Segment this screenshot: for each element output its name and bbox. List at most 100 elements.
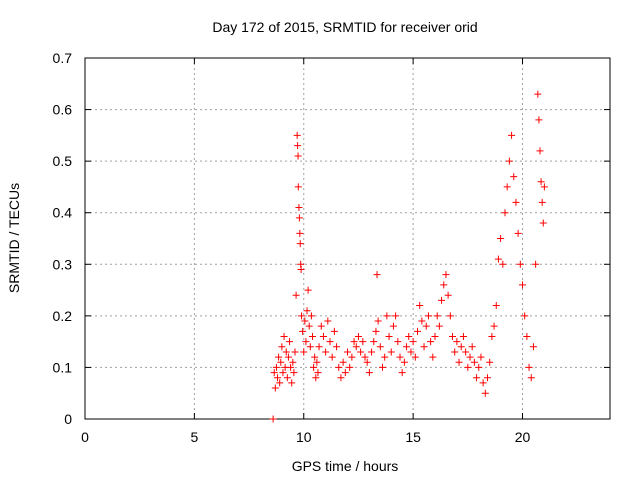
data-point: [300, 348, 308, 356]
data-point: [464, 363, 472, 371]
data-point: [370, 338, 378, 346]
data-point: [512, 198, 520, 206]
data-point: [315, 343, 323, 351]
data-point: [516, 260, 524, 268]
data-point: [305, 322, 313, 330]
data-point: [326, 338, 334, 346]
grid: [85, 58, 610, 419]
data-point: [387, 348, 395, 356]
y-tick-label: 0.4: [53, 205, 73, 221]
data-point: [429, 353, 437, 361]
data-point: [494, 255, 502, 263]
data-point: [374, 317, 382, 325]
data-point: [373, 271, 381, 279]
data-point: [503, 183, 511, 191]
data-point: [499, 260, 507, 268]
data-point: [486, 358, 494, 366]
data-point: [312, 374, 320, 382]
data-point: [527, 374, 535, 382]
y-tick-label: 0.7: [53, 50, 73, 66]
data-point: [438, 296, 446, 304]
data-point: [330, 327, 338, 335]
data-point: [311, 353, 319, 361]
data-point: [462, 348, 470, 356]
data-point: [359, 338, 367, 346]
data-point: [411, 353, 419, 361]
data-point: [363, 358, 371, 366]
data-point: [304, 286, 312, 294]
data-point: [319, 332, 327, 340]
data-point: [372, 327, 380, 335]
data-point: [301, 317, 309, 325]
data-point: [317, 322, 325, 330]
data-point: [303, 307, 311, 315]
data-point: [294, 183, 302, 191]
data-point: [540, 183, 548, 191]
data-point: [398, 369, 406, 377]
data-point: [354, 332, 362, 340]
data-point: [523, 332, 531, 340]
data-point: [322, 348, 330, 356]
data-point: [477, 353, 485, 361]
data-point: [488, 332, 496, 340]
data-point: [539, 219, 547, 227]
data-point: [346, 363, 354, 371]
data-point: [497, 235, 505, 242]
data-point: [297, 265, 305, 273]
data-point: [365, 369, 373, 377]
data-point: [344, 348, 351, 356]
data-point: [272, 363, 280, 371]
data-point: [309, 332, 316, 340]
data-point: [405, 332, 413, 340]
x-axis-label: GPS time / hours: [292, 458, 399, 474]
data-point: [510, 173, 518, 181]
data-point: [521, 312, 529, 320]
data-points: [269, 90, 548, 423]
y-tick-label: 0.2: [53, 308, 73, 324]
data-point: [348, 353, 356, 361]
data-point: [368, 348, 376, 356]
y-tick-label: 0.1: [53, 359, 73, 375]
data-point: [420, 343, 428, 351]
data-point: [376, 343, 384, 351]
data-point: [280, 332, 288, 340]
data-point: [350, 338, 358, 346]
data-point: [451, 348, 459, 356]
data-point: [381, 353, 389, 361]
y-tick-label: 0.6: [53, 102, 73, 118]
data-point: [537, 178, 545, 186]
data-point: [424, 312, 432, 320]
data-point: [490, 322, 498, 330]
data-point: [306, 343, 314, 351]
data-point: [292, 291, 300, 299]
data-point: [274, 374, 281, 382]
y-axis-label: SRMTID / TECUs: [6, 183, 22, 293]
data-point: [536, 147, 544, 155]
data-point: [416, 302, 424, 310]
data-point: [484, 374, 491, 382]
x-tick-label: 0: [81, 429, 89, 445]
data-point: [287, 363, 295, 371]
data-point: [324, 317, 332, 325]
data-point: [278, 343, 286, 351]
data-point: [508, 131, 516, 139]
data-point: [492, 302, 500, 310]
data-point: [282, 348, 290, 356]
data-point: [392, 312, 400, 320]
data-point: [361, 353, 369, 361]
data-point: [534, 90, 542, 98]
y-tick-label: 0.3: [53, 256, 73, 272]
data-point: [341, 369, 349, 377]
data-point: [449, 332, 456, 340]
data-point: [519, 281, 526, 289]
data-point: [501, 209, 509, 217]
data-point: [457, 343, 465, 351]
x-tick-label: 15: [405, 429, 421, 445]
chart-title: Day 172 of 2015, SRMTID for receiver ori…: [212, 19, 477, 35]
data-point: [473, 374, 481, 382]
data-point: [455, 358, 463, 366]
data-point: [435, 322, 443, 330]
y-tick-label: 0: [64, 411, 72, 427]
data-point: [269, 415, 277, 423]
data-point: [396, 353, 404, 361]
